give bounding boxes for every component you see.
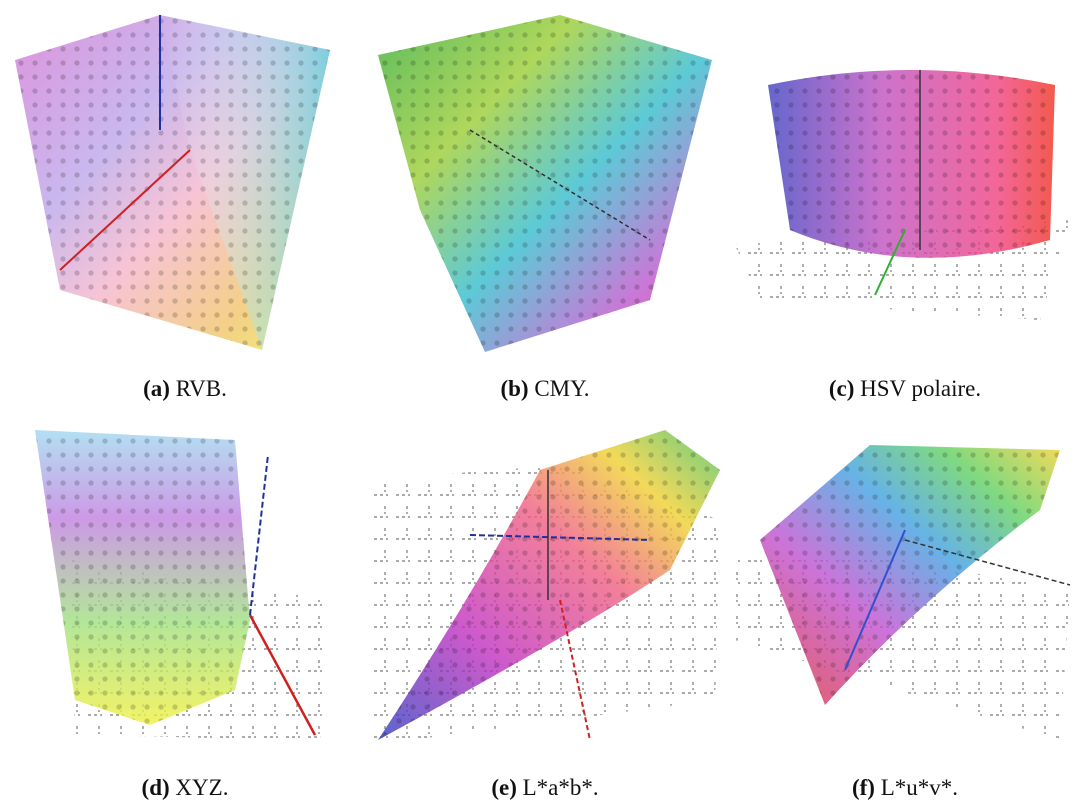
panel-label: (a) xyxy=(143,376,170,401)
panel-e-image xyxy=(372,430,720,745)
panel-caption: L*a*b*. xyxy=(523,775,599,800)
caption: (e) L*a*b*. xyxy=(491,775,598,800)
panel-caption: L*u*v*. xyxy=(881,775,958,800)
panel-a-image xyxy=(15,15,330,350)
caption: (f) L*u*v*. xyxy=(852,775,958,800)
panel-label: (d) xyxy=(142,775,170,800)
caption: (d) XYZ. xyxy=(142,775,229,800)
panel-b-image xyxy=(378,15,712,352)
panel-caption: RVB. xyxy=(176,376,227,401)
panel-caption: XYZ. xyxy=(175,775,228,800)
panel-d-image xyxy=(35,430,330,740)
panel-label: (e) xyxy=(491,775,517,800)
caption: (b) CMY. xyxy=(500,376,589,401)
panel-caption: HSV polaire. xyxy=(860,376,981,401)
panel-label: (f) xyxy=(852,775,875,800)
caption: (c) HSV polaire. xyxy=(829,376,981,401)
panel-caption: CMY. xyxy=(534,376,589,401)
caption: (a) RVB. xyxy=(143,376,227,401)
panel-c-image xyxy=(735,70,1070,320)
panel-label: (b) xyxy=(500,376,528,401)
panel-f-image xyxy=(735,445,1071,740)
panel-label: (c) xyxy=(829,376,855,401)
